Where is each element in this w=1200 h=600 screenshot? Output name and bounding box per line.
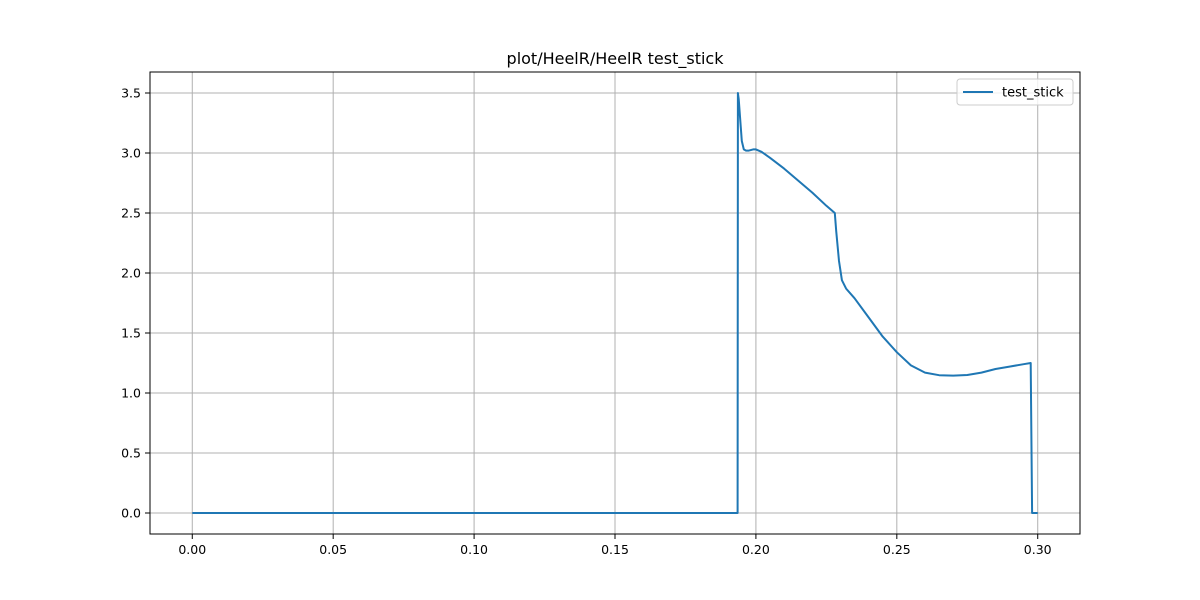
legend-label: test_stick [1002, 86, 1064, 101]
x-tick-label: 0.00 [178, 542, 206, 557]
y-tick-label: 0.0 [121, 506, 141, 521]
series-layer [192, 92, 1038, 514]
x-tick-label: 0.10 [460, 542, 488, 557]
series-line-test_stick [192, 92, 1038, 514]
y-tick-label: 3.5 [121, 86, 141, 101]
x-tick-label: 0.30 [1024, 542, 1052, 557]
x-tick-label: 0.20 [742, 542, 770, 557]
y-tick-label: 2.5 [121, 206, 141, 221]
x-tick-label: 0.15 [601, 542, 629, 557]
legend: test_stick [956, 78, 1074, 106]
y-tick-label: 2.0 [121, 266, 141, 281]
y-tick-label: 0.5 [121, 446, 141, 461]
x-tick-label: 0.05 [319, 542, 347, 557]
y-tick-label: 3.0 [121, 146, 141, 161]
y-tick-label: 1.0 [121, 386, 141, 401]
chart-title: plot/HeelR/HeelR test_stick [507, 49, 725, 69]
ticks: 0.00 0.05 0.10 0.15 0.20 0.25 0.30 0.0 0.5 1.0 1.5… [121, 86, 1052, 558]
x-tick-label: 0.25 [883, 542, 911, 557]
legend-box [956, 78, 1074, 106]
y-tick-label: 1.5 [121, 326, 141, 341]
